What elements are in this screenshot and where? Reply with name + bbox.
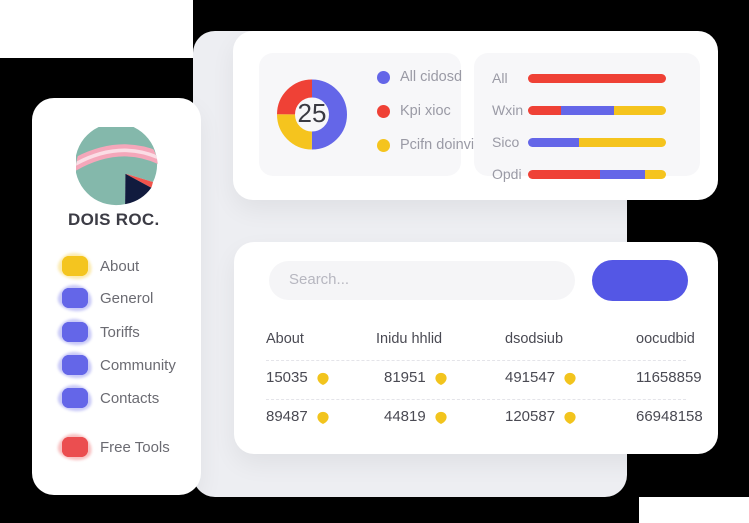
svg-text:25: 25: [298, 98, 327, 128]
